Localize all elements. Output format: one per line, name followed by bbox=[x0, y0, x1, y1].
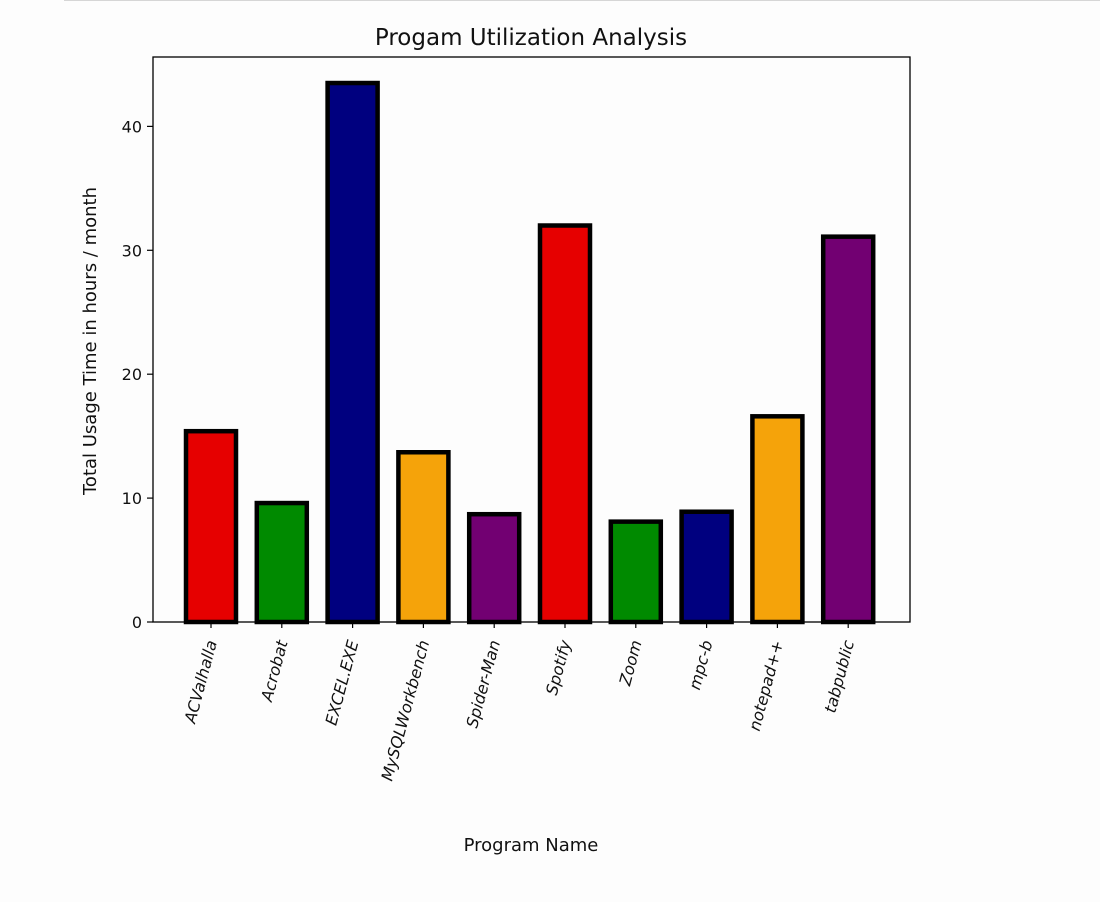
y-tick-label: 40 bbox=[122, 117, 142, 136]
x-tick-label: notepad++ bbox=[745, 638, 787, 733]
x-tick-label: Spider-Man bbox=[462, 638, 504, 730]
y-tick-label: 20 bbox=[122, 365, 142, 384]
y-tick-label: 10 bbox=[122, 489, 142, 508]
page-top-rule bbox=[64, 0, 1100, 1]
x-tick-label: mpc-b bbox=[685, 638, 716, 692]
x-tick-label: EXCEL.EXE bbox=[322, 637, 363, 727]
bar-notepad- bbox=[750, 414, 805, 625]
x-tick-label: ACValhalla bbox=[180, 638, 221, 726]
y-axis: 0 10 20 30 40 bbox=[122, 117, 153, 632]
bar-acrobat bbox=[254, 500, 310, 625]
x-tick-label: tabpublic bbox=[820, 638, 858, 715]
x-axis: ACValhalla Acrobat EXCEL.EXE MySQLWorkbench… bbox=[180, 622, 858, 783]
bar-mysqlworkbench bbox=[396, 450, 451, 625]
x-axis-title: Program Name bbox=[464, 835, 599, 856]
plot-frame bbox=[152, 56, 911, 623]
y-tick-label: 30 bbox=[122, 241, 142, 260]
chart-title: Progam Utilization Analysis bbox=[375, 25, 687, 51]
bar-excel-exe bbox=[325, 80, 380, 625]
bar-mpc-b bbox=[679, 509, 734, 625]
y-tick-label: 0 bbox=[132, 613, 142, 632]
bars-layer bbox=[183, 80, 876, 625]
x-tick-label: Acrobat bbox=[257, 637, 292, 704]
bar-spider-man bbox=[466, 511, 522, 625]
bar-tabpublic bbox=[820, 234, 876, 625]
y-axis-title: Total Usage Time in hours / month bbox=[80, 187, 101, 496]
x-tick-label: MySQLWorkbench bbox=[377, 638, 433, 783]
bar-spotify bbox=[537, 223, 593, 625]
x-tick-label: Zoom bbox=[615, 638, 646, 688]
x-tick-label: Spotify bbox=[542, 638, 575, 697]
bar-acvalhalla bbox=[183, 428, 239, 625]
bar-zoom bbox=[608, 519, 664, 625]
